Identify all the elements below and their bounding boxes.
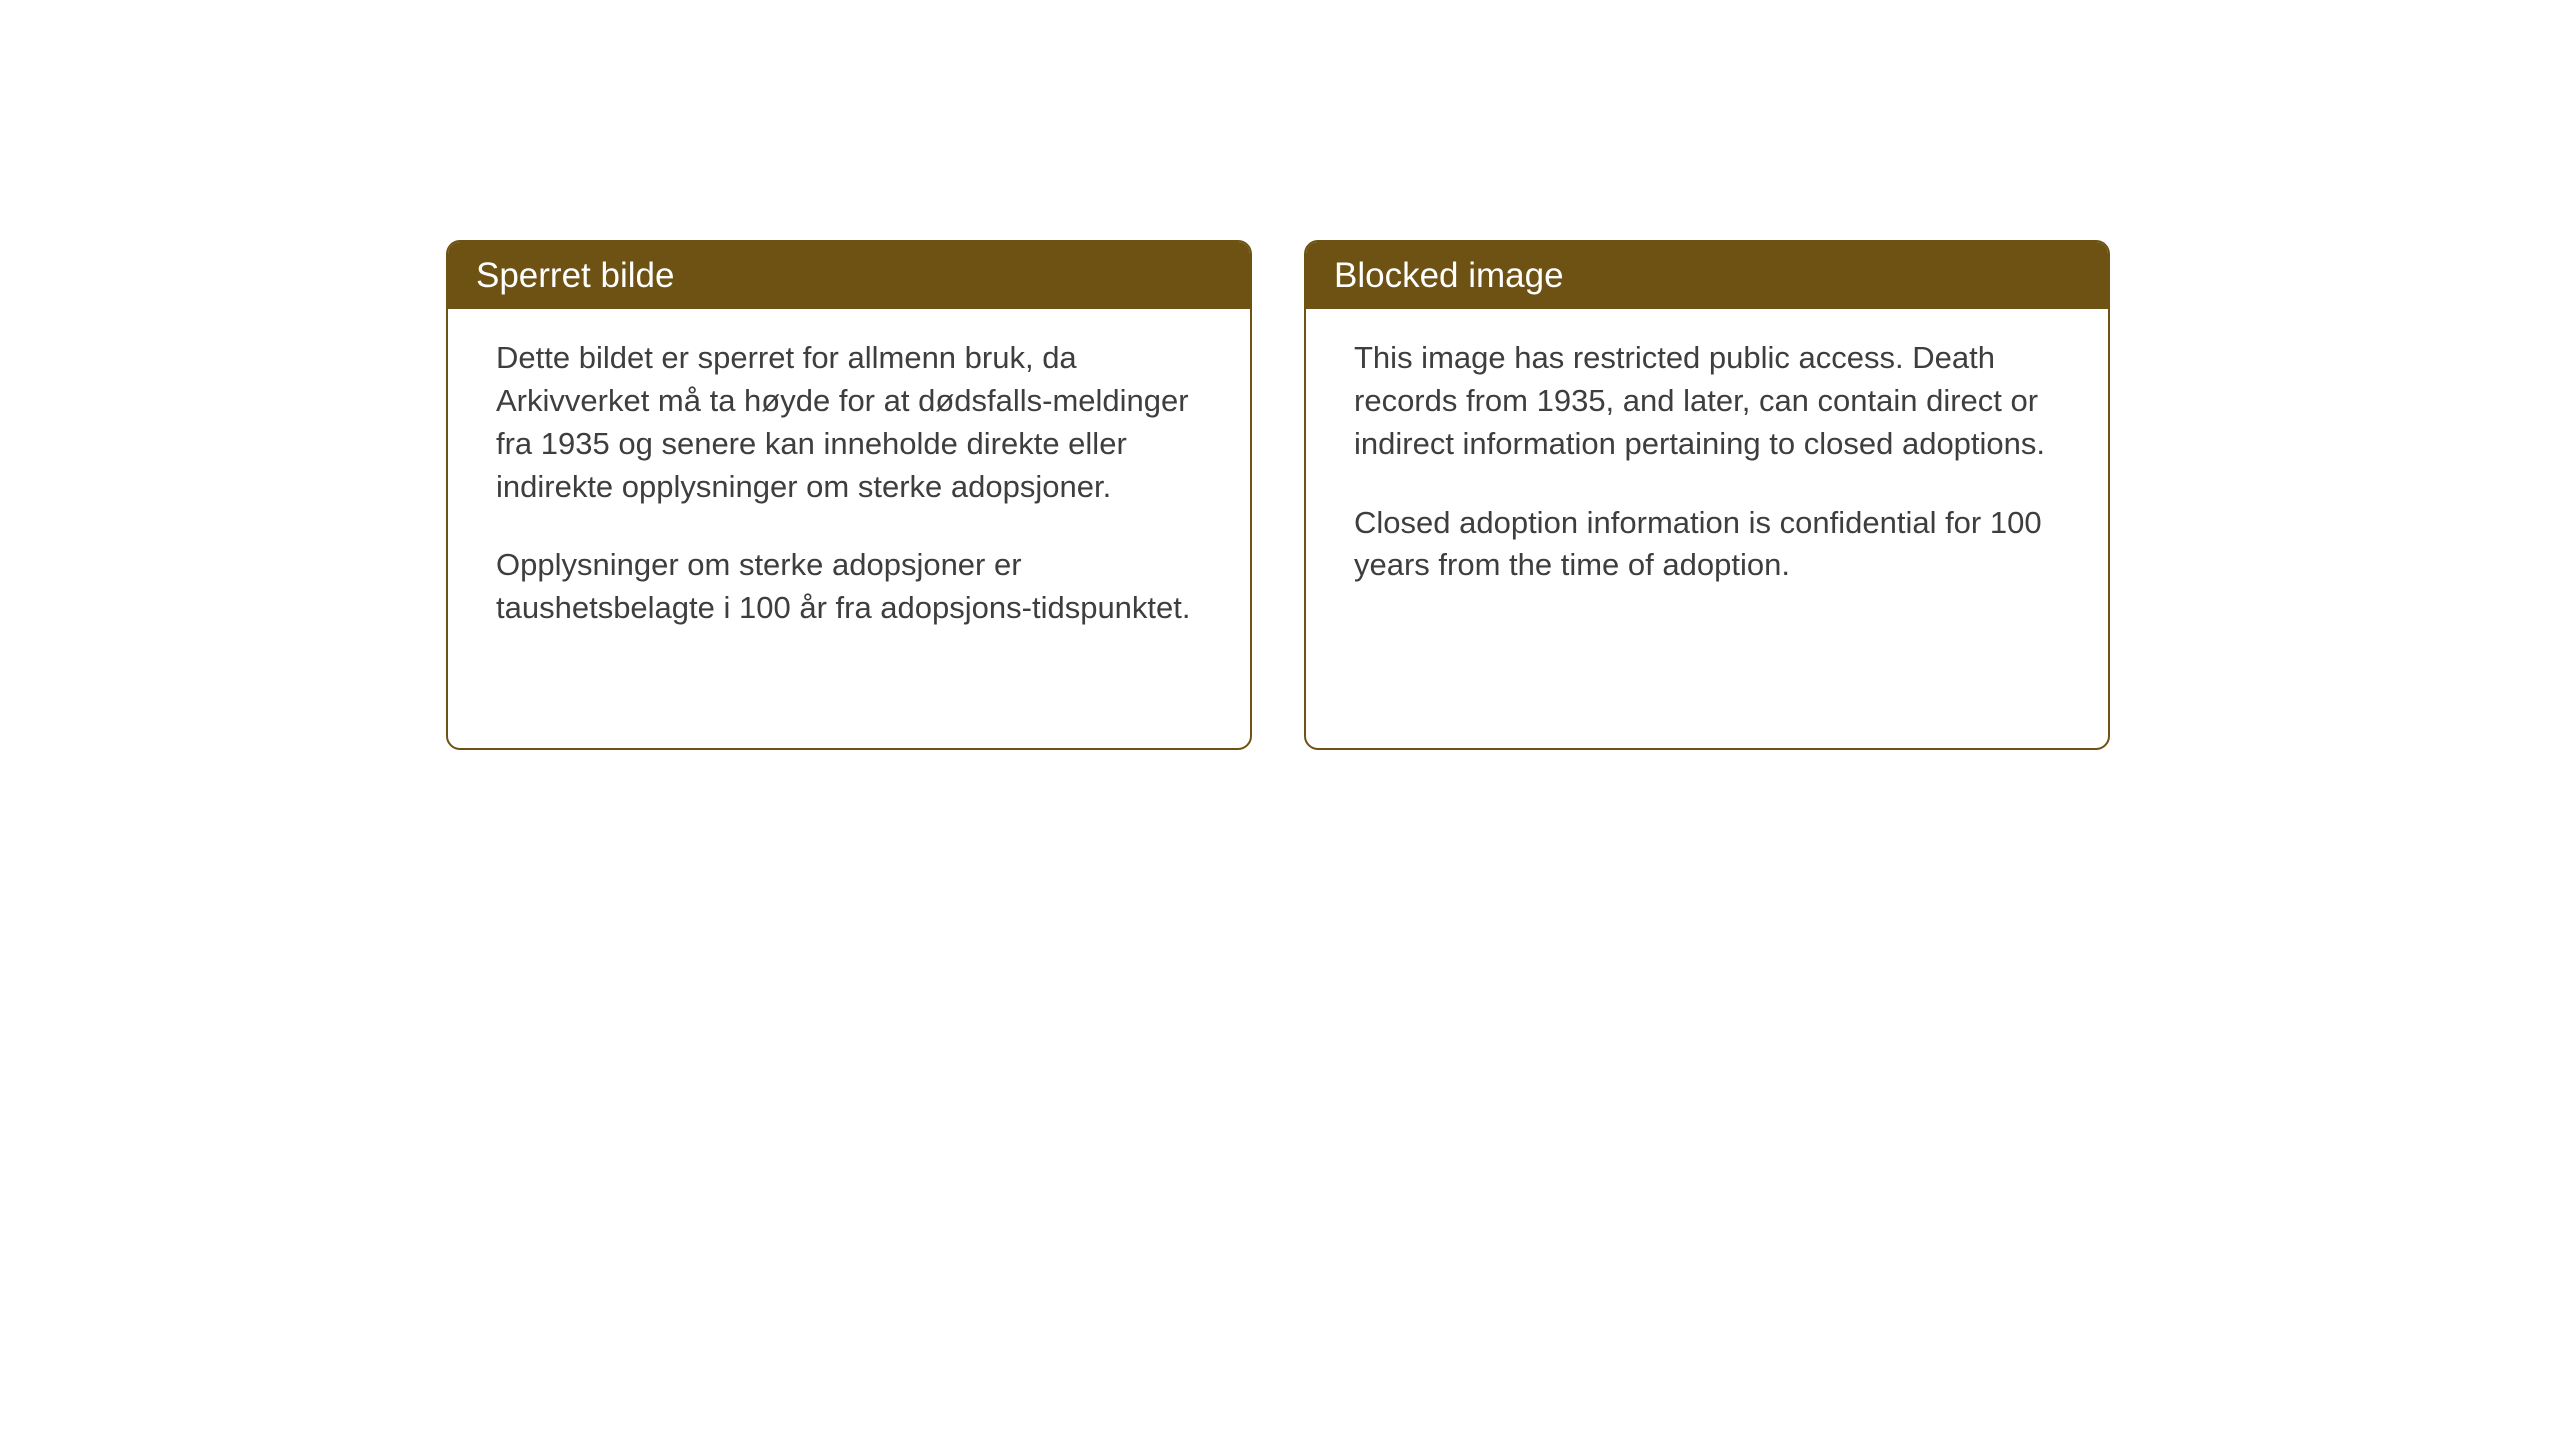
notice-container: Sperret bilde Dette bildet er sperret fo… bbox=[446, 240, 2110, 750]
para1-norwegian: Dette bildet er sperret for allmenn bruk… bbox=[496, 337, 1206, 508]
card-header-english: Blocked image bbox=[1306, 242, 2108, 309]
card-body-norwegian: Dette bildet er sperret for allmenn bruk… bbox=[448, 309, 1250, 666]
notice-card-norwegian: Sperret bilde Dette bildet er sperret fo… bbox=[446, 240, 1252, 750]
para1-english: This image has restricted public access.… bbox=[1354, 337, 2064, 465]
para2-english: Closed adoption information is confident… bbox=[1354, 502, 2064, 588]
card-body-english: This image has restricted public access.… bbox=[1306, 309, 2108, 623]
para2-norwegian: Opplysninger om sterke adopsjoner er tau… bbox=[496, 544, 1206, 630]
notice-card-english: Blocked image This image has restricted … bbox=[1304, 240, 2110, 750]
card-header-norwegian: Sperret bilde bbox=[448, 242, 1250, 309]
